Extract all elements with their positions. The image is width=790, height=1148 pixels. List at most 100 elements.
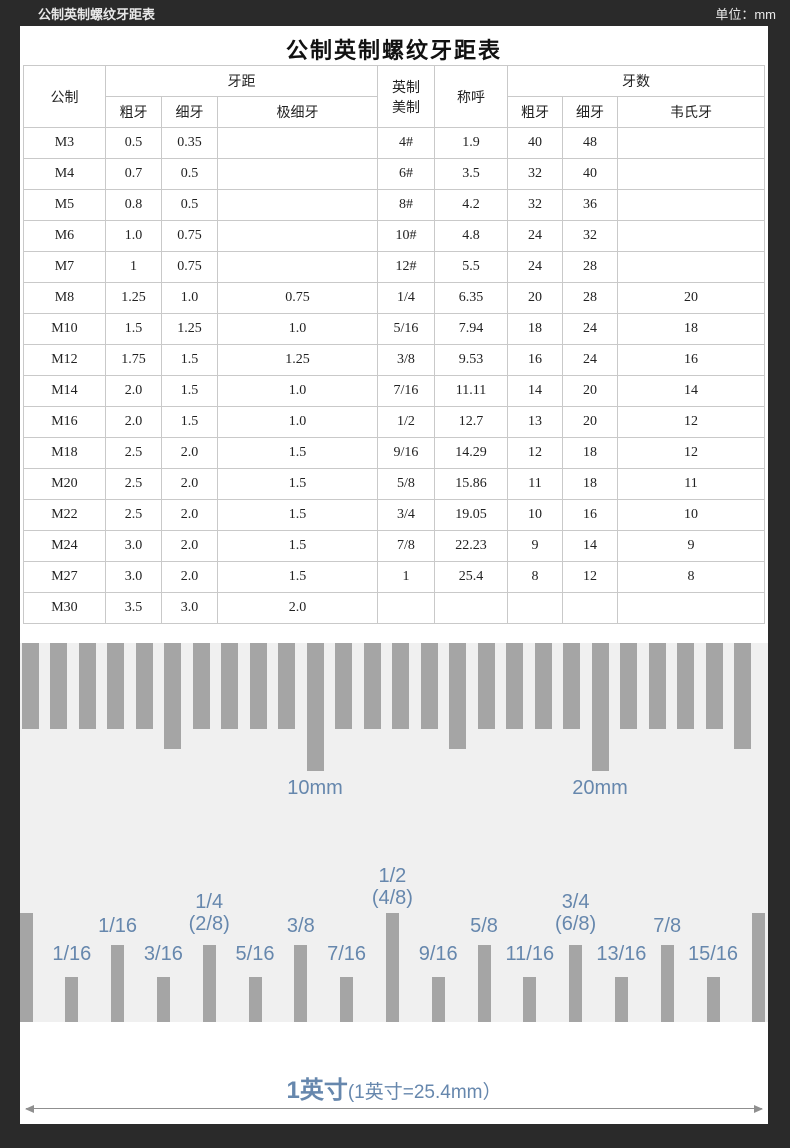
table-cell: 24 bbox=[507, 220, 563, 252]
table-row: M5 0.8 0.5 8# 4.2 32 36 bbox=[22, 189, 766, 221]
caption-bold: 1英寸 bbox=[286, 1077, 348, 1104]
thread-pitch-table: 公制 牙距 英制 美制 称呼 牙数 粗牙 细牙 极细牙 粗牙 细牙 韦氏牙 M3… bbox=[22, 65, 766, 624]
table-cell: 1.0 bbox=[216, 375, 379, 407]
header-count-fine: 细牙 bbox=[562, 96, 618, 128]
table-cell: 1.0 bbox=[160, 282, 218, 314]
inch-ruler-tick bbox=[752, 913, 766, 1022]
table-cell bbox=[216, 189, 379, 221]
table-cell bbox=[616, 220, 766, 252]
table-cell bbox=[616, 189, 766, 221]
page-title: 公制英制螺纹牙距表 bbox=[285, 38, 502, 63]
header-designation: 称呼 bbox=[434, 65, 508, 128]
table-cell: 10# bbox=[377, 220, 435, 252]
table-cell: 0.5 bbox=[160, 158, 218, 190]
table-cell: 2.5 bbox=[104, 437, 162, 469]
table-cell: 10 bbox=[507, 499, 563, 531]
table-cell: 3.5 bbox=[434, 158, 508, 190]
mm-ruler-tick bbox=[363, 643, 381, 729]
mm-ruler-tick bbox=[335, 643, 352, 729]
table-cell: M5 bbox=[22, 189, 106, 221]
mm-ruler-tick bbox=[278, 643, 295, 729]
inch-caption: 1英寸(1英寸=25.4mm） bbox=[20, 1070, 768, 1105]
content-panel: 公制英制螺纹牙距表 公制 牙距 英制 美制 称呼 牙数 粗牙 细牙 极细牙 bbox=[20, 26, 768, 1124]
table-row: M30 3.5 3.0 2.0 bbox=[22, 592, 766, 624]
table-cell: 11.11 bbox=[434, 375, 508, 407]
header-count-coarse: 粗牙 bbox=[507, 96, 563, 128]
table-cell: 20 bbox=[562, 406, 618, 438]
inch-ruler-label: 1/16 bbox=[52, 943, 92, 965]
table-row: M20 2.5 2.0 1.5 5/8 15.86 11 18 11 bbox=[22, 468, 766, 500]
table-cell: 12 bbox=[507, 437, 563, 469]
table-cell bbox=[216, 220, 379, 252]
inch-ruler-tick bbox=[294, 945, 308, 1022]
arrow-left-icon bbox=[25, 1105, 34, 1113]
table-cell: 36 bbox=[562, 189, 618, 221]
table-cell: 2.0 bbox=[160, 530, 218, 562]
inch-ruler-tick bbox=[614, 977, 628, 1022]
table-cell: 3.0 bbox=[104, 530, 162, 562]
table-cell: 1.5 bbox=[216, 530, 379, 562]
table-row: M3 0.5 0.35 4# 1.9 40 48 bbox=[22, 127, 766, 159]
table-cell: M14 bbox=[22, 375, 106, 407]
mm-ruler-label: 10mm bbox=[287, 777, 343, 799]
table-cell: 12 bbox=[616, 437, 766, 469]
table-cell: 1 bbox=[104, 251, 162, 283]
mm-ruler-tick bbox=[477, 643, 495, 729]
table-row: M24 3.0 2.0 1.5 7/8 22.23 9 14 9 bbox=[22, 530, 766, 562]
table-cell: 20 bbox=[507, 282, 563, 314]
table-cell bbox=[216, 251, 379, 283]
table-cell: 2.0 bbox=[160, 499, 218, 531]
inch-ruler-label: 5/16 bbox=[235, 943, 275, 965]
table-cell: 3.0 bbox=[104, 561, 162, 593]
inch-ruler-label: 7/16 bbox=[327, 943, 367, 965]
table-cell: 24 bbox=[562, 344, 618, 376]
table-cell: 3.5 bbox=[104, 592, 162, 624]
inch-ruler-tick bbox=[20, 913, 33, 1022]
table-cell: 1.0 bbox=[216, 406, 379, 438]
table-cell: 1.0 bbox=[104, 220, 162, 252]
table-cell: M12 bbox=[22, 344, 106, 376]
mm-ruler-tick bbox=[221, 643, 238, 729]
mm-ruler-tick bbox=[420, 643, 438, 729]
mm-ruler-tick bbox=[449, 643, 466, 749]
table-cell: 2.0 bbox=[104, 375, 162, 407]
inch-ruler-tick bbox=[523, 977, 537, 1022]
table-cell: 7/8 bbox=[377, 530, 435, 562]
table-row: M8 1.25 1.0 0.75 1/4 6.35 20 28 20 bbox=[22, 282, 766, 314]
mm-ruler-tick bbox=[107, 643, 124, 729]
table-cell: 7/16 bbox=[377, 375, 435, 407]
inch-ruler-tick bbox=[431, 977, 445, 1022]
table-cell: 1.0 bbox=[216, 313, 379, 345]
inch-ruler-tick bbox=[111, 945, 125, 1022]
table-cell: 1 bbox=[377, 561, 435, 593]
inch-ruler-tick bbox=[706, 977, 720, 1022]
table-cell: M8 bbox=[22, 282, 106, 314]
table-row: M10 1.5 1.25 1.0 5/16 7.94 18 24 18 bbox=[22, 313, 766, 345]
table-cell: 25.4 bbox=[434, 561, 508, 593]
mm-ruler-tick bbox=[506, 643, 523, 729]
table-cell bbox=[216, 127, 379, 159]
table-cell: 9 bbox=[616, 530, 766, 562]
inch-ruler-label: 3/16 bbox=[143, 943, 183, 965]
arrow-right-icon bbox=[754, 1105, 763, 1113]
table-cell: M20 bbox=[22, 468, 106, 500]
table-cell: 11 bbox=[616, 468, 766, 500]
inch-ruler-tick bbox=[385, 913, 399, 1022]
inch-ruler-label: 9/16 bbox=[418, 943, 458, 965]
table-cell: M24 bbox=[22, 530, 106, 562]
table-cell: 1.5 bbox=[216, 437, 379, 469]
table-cell: 12# bbox=[377, 251, 435, 283]
inch-ruler-tick bbox=[65, 977, 79, 1022]
table-cell: 13 bbox=[507, 406, 563, 438]
table-cell: 2.0 bbox=[160, 561, 218, 593]
mm-ruler-tick bbox=[306, 643, 324, 771]
header-count-group: 牙数 bbox=[506, 65, 766, 97]
table-cell: 14.29 bbox=[434, 437, 508, 469]
table-cell: 12.7 bbox=[434, 406, 508, 438]
mm-ruler-tick bbox=[734, 643, 751, 749]
mm-ruler-tick bbox=[192, 643, 210, 729]
table-cell: 12 bbox=[616, 406, 766, 438]
header-imperial: 英制 美制 bbox=[377, 65, 435, 128]
table-cell: 0.75 bbox=[160, 251, 218, 283]
table-cell: 0.5 bbox=[160, 189, 218, 221]
